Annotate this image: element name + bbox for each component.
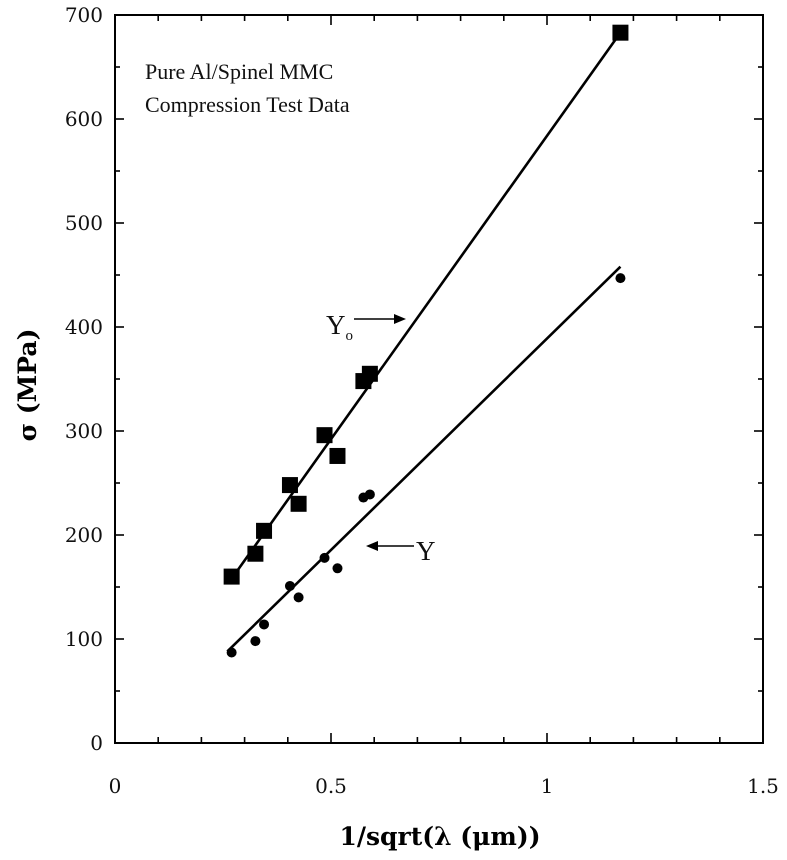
circle-marker [226, 647, 237, 658]
square-marker [612, 24, 629, 41]
tick-marks [114, 14, 764, 744]
arrowhead-left-icon [366, 541, 378, 551]
square-marker [290, 495, 307, 512]
square-marker [316, 427, 333, 444]
circle-marker [250, 636, 261, 647]
y-tick-label: 500 [65, 211, 103, 235]
x-tick-label: 1.5 [747, 774, 779, 798]
square-marker [361, 365, 378, 382]
y-tick-label: 700 [65, 3, 103, 27]
annotation-line-1: Pure Al/Spinel MMC [145, 59, 333, 84]
series-label-yo: Yo [326, 310, 406, 344]
y-tick-label: 200 [65, 523, 103, 547]
square-marker [256, 522, 273, 539]
circle-marker [332, 563, 343, 574]
square-marker [281, 477, 298, 494]
tick-labels: 0 100 200 300 400 500 600 700 0 0.5 1 1.5 [65, 3, 779, 798]
y-tick-label: 100 [65, 627, 103, 651]
data-markers [223, 24, 629, 658]
x-axis-title: 1/sqrt(λ (μm)) [339, 822, 540, 851]
square-marker [247, 545, 264, 562]
circle-marker [615, 273, 626, 284]
plot-area [114, 14, 764, 744]
circle-marker [364, 489, 375, 500]
series-label-y-text: Y [416, 536, 436, 566]
square-marker [223, 568, 240, 585]
series-label-y: Y [366, 536, 436, 566]
y-tick-label: 0 [90, 731, 103, 755]
x-tick-label: 1 [541, 774, 554, 798]
square-marker [329, 447, 346, 464]
annotation-line-2: Compression Test Data [145, 92, 350, 117]
y-axis-title: σ (MPa) [13, 329, 42, 442]
circle-marker [259, 619, 270, 630]
x-tick-label: 0 [109, 774, 122, 798]
circle-marker [319, 552, 330, 563]
circle-marker [284, 580, 295, 591]
circle-marker [293, 592, 304, 603]
series-label-yo-text: Yo [326, 310, 353, 344]
y-tick-label: 400 [65, 315, 103, 339]
plot-border [114, 14, 764, 744]
fit-line-y [226, 265, 622, 653]
arrowhead-right-icon [394, 314, 406, 324]
x-tick-label: 0.5 [315, 774, 347, 798]
y-tick-label: 300 [65, 419, 103, 443]
y-tick-label: 600 [65, 107, 103, 131]
